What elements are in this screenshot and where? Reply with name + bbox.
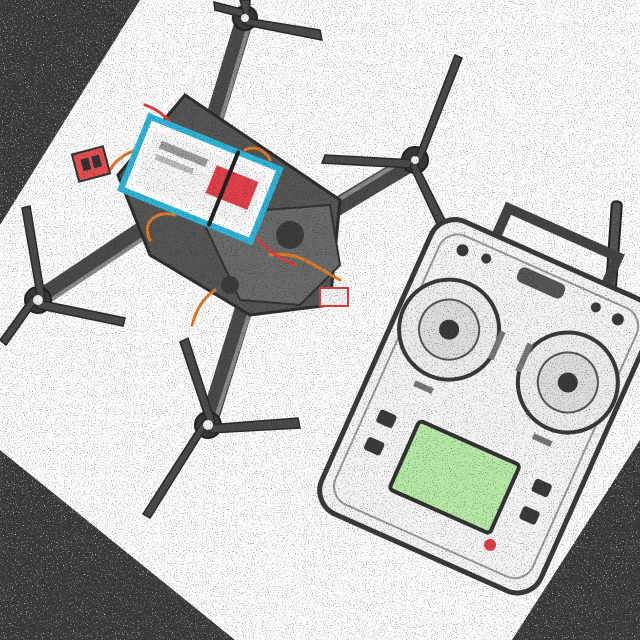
photo-canvas — [0, 0, 640, 640]
grain-overlay — [0, 0, 640, 640]
photo-scene — [0, 0, 640, 640]
